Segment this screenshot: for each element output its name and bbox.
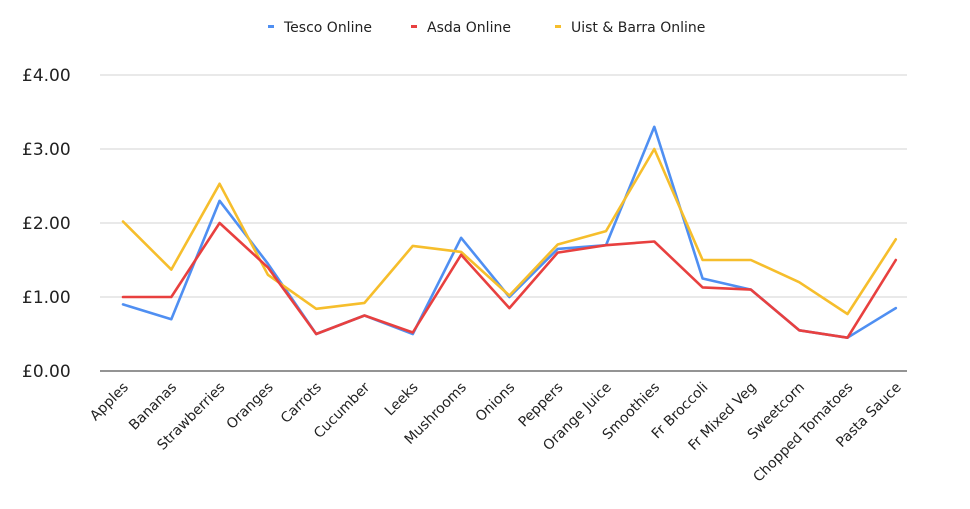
legend-swatch <box>555 25 561 28</box>
y-tick-label: £1.00 <box>22 288 71 308</box>
series-line <box>121 221 898 340</box>
x-tick-label: Apples <box>87 380 132 425</box>
x-tick-label: Carrots <box>278 380 325 427</box>
legend-swatch <box>411 25 417 28</box>
legend-label: Asda Online <box>427 20 511 36</box>
series-line <box>121 147 898 316</box>
legend-label: Tesco Online <box>283 20 372 36</box>
legend-item[interactable]: Uist & Barra Online <box>555 20 705 36</box>
legend-label: Uist & Barra Online <box>571 20 705 36</box>
y-tick-label: £2.00 <box>22 214 71 234</box>
legend-item[interactable]: Tesco Online <box>268 20 372 36</box>
y-tick-label: £4.00 <box>22 66 71 86</box>
series-lines <box>121 125 898 340</box>
legend: Tesco Online Asda Online Uist & Barra Onli… <box>268 20 705 36</box>
series-line <box>121 125 898 340</box>
x-tick-label: Oranges <box>224 380 277 433</box>
y-tick-label: £3.00 <box>22 140 71 160</box>
y-tick-label: £0.00 <box>22 362 71 382</box>
x-tick-label: Onions <box>473 380 519 426</box>
y-axis-tick-labels: £0.00 £1.00 £2.00 £3.00 £4.00 <box>22 66 71 382</box>
legend-swatch <box>268 25 274 28</box>
x-tick-label: Leeks <box>382 380 422 420</box>
grid-lines <box>100 74 907 298</box>
legend-item[interactable]: Asda Online <box>411 20 511 36</box>
